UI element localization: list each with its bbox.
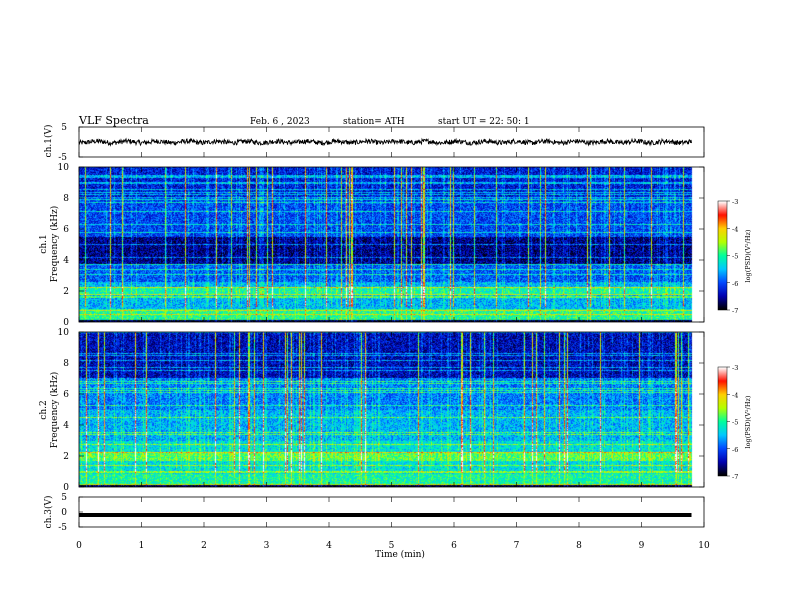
ch2-spectrum-channel-label: ch.2 bbox=[39, 400, 49, 419]
ch3-waveform-ylabel: ch.3(V) bbox=[43, 496, 54, 529]
xtick-label: 5 bbox=[389, 541, 395, 551]
ch.3(V)-ytick-label: 0 bbox=[61, 508, 67, 518]
colorbar-ticks: -3 -4 -5 -6 -7 -3 -4 -5 -6 -7 bbox=[727, 198, 738, 481]
xtick-label: 10 bbox=[698, 541, 710, 551]
xtick-label: 2 bbox=[201, 541, 207, 551]
ch.2-colorbar-tick-label: -3 bbox=[732, 364, 738, 372]
station-label: station= ATH bbox=[343, 117, 405, 127]
ch1-spectrogram bbox=[79, 167, 704, 322]
ch.1-ytick-label: 0 bbox=[63, 318, 69, 328]
xtick-label: 6 bbox=[451, 541, 457, 551]
ch.1-ytick-label: 10 bbox=[58, 163, 70, 173]
ch.1-ytick-label: 2 bbox=[63, 287, 69, 297]
ch.2-ytick-label: 2 bbox=[63, 452, 69, 462]
ch2-spectrogram bbox=[79, 332, 704, 487]
ch1-waveform-ylabel: ch.1(V) bbox=[43, 125, 54, 158]
ch.1(V)-trace bbox=[78, 137, 692, 147]
ch.2-colorbar-tick-label: -7 bbox=[732, 473, 738, 481]
xtick-label: 4 bbox=[326, 541, 332, 551]
ch1-colorbar-label: log(PSD)(V²/Hz) bbox=[744, 229, 752, 282]
ch3-waveform-panel: 5 0 -5 bbox=[58, 493, 705, 533]
ch.2-colorbar-tick-label: -4 bbox=[732, 391, 738, 399]
date-label: Feb. 6 , 2023 bbox=[250, 117, 310, 127]
ch.2-colorbar-tick-label: -6 bbox=[732, 446, 738, 454]
ch.2-ytick-label: 4 bbox=[63, 421, 69, 431]
x-axis-label: Time (min) bbox=[375, 549, 425, 560]
ch.3(V)-ytick-label: -5 bbox=[58, 523, 67, 533]
figure-title: VLF Spectra bbox=[78, 114, 149, 127]
ch.1-ytick-label: 4 bbox=[63, 256, 69, 266]
ch.1-ytick-label: 8 bbox=[63, 194, 69, 204]
ch1-colorbar bbox=[718, 201, 727, 310]
ch.2-ytick-label: 6 bbox=[63, 390, 69, 400]
ch.1-colorbar-tick-label: -6 bbox=[732, 280, 738, 288]
xtick-label: 1 bbox=[139, 541, 145, 551]
ch.2-ytick-label: 10 bbox=[58, 328, 70, 338]
xtick-label: 7 bbox=[514, 541, 520, 551]
ch.3(V)-ytick-label: 5 bbox=[61, 493, 67, 503]
ch2-frequency-label: Frequency (kHz) bbox=[49, 372, 60, 449]
ch.1-ytick-label: 6 bbox=[63, 225, 69, 235]
ch.2-ytick-label: 0 bbox=[63, 483, 69, 493]
ch.2-colorbar-tick-label: -5 bbox=[732, 419, 738, 427]
ch2-colorbar-label: log(PSD)(V²/Hz) bbox=[744, 395, 752, 448]
xtick-label: 0 bbox=[76, 541, 82, 551]
start-time-label: start UT = 22: 50: 1 bbox=[438, 117, 530, 127]
ch2-colorbar bbox=[718, 367, 727, 476]
ch.1-colorbar-tick-label: -4 bbox=[732, 225, 738, 233]
ch.1-colorbar-tick-label: -7 bbox=[732, 307, 738, 315]
ch.2-ytick-label: 8 bbox=[63, 359, 69, 369]
ch.1(V)-ytick-label: 5 bbox=[61, 123, 67, 133]
xtick-label: 3 bbox=[264, 541, 270, 551]
ch1-spectrum-channel-label: ch.1 bbox=[39, 234, 49, 253]
ch.1(V)-ytick-label: -5 bbox=[58, 153, 67, 163]
ch.1-colorbar-tick-label: -5 bbox=[732, 253, 738, 261]
ch.1-colorbar-tick-label: -3 bbox=[732, 198, 738, 206]
ch1-frequency-label: Frequency (kHz) bbox=[49, 206, 60, 283]
xtick-label: 9 bbox=[639, 541, 645, 551]
xtick-label: 8 bbox=[576, 541, 582, 551]
ch1-waveform-panel: 5 -5 bbox=[58, 123, 705, 163]
